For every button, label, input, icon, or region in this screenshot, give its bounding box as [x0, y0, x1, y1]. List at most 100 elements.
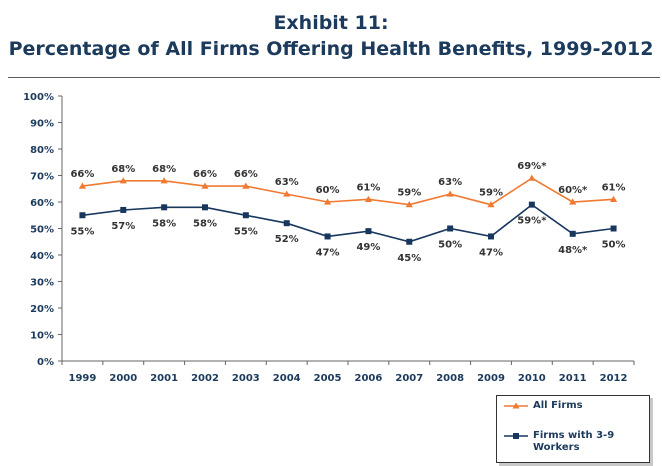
chart-title: Exhibit 11: [273, 12, 389, 34]
data-point [487, 201, 495, 208]
y-tick-label: 0% [37, 357, 54, 368]
data-point [447, 225, 454, 232]
data-point [528, 174, 536, 181]
data-label: 69%* [517, 161, 547, 172]
x-tick-label: 2008 [436, 373, 464, 384]
x-tick-label: 2003 [232, 373, 260, 384]
data-point [161, 204, 168, 211]
data-point [242, 182, 250, 189]
x-axis-tick-labels: 1999 2000 2001 2002 2003 2004 2005 2006 2007 2008… [69, 373, 628, 384]
data-point [365, 228, 372, 235]
legend-item-firms-3-9-workers: Firms with 3-9 Workers [503, 430, 633, 454]
y-tick-label: 50% [30, 225, 54, 236]
y-tick-label: 80% [30, 145, 54, 156]
data-point [446, 190, 454, 197]
data-point [609, 195, 618, 202]
x-tick-label: 2001 [150, 373, 178, 384]
x-tick-label: 2006 [355, 373, 383, 384]
data-label: 45% [397, 253, 421, 264]
data-point [488, 233, 494, 240]
data-point [364, 195, 373, 202]
data-label: 59% [397, 188, 421, 199]
y-tick-label: 10% [30, 331, 54, 342]
data-point [283, 220, 290, 227]
series-firms-3-9-workers [79, 201, 617, 245]
data-label: 50% [602, 240, 626, 251]
x-tick-label: 2005 [314, 373, 342, 384]
series-all-firms [78, 174, 618, 208]
data-point [569, 230, 576, 237]
data-point [160, 177, 168, 184]
x-tick-label: 2010 [518, 373, 546, 384]
data-label: 47% [479, 247, 503, 258]
data-point [323, 198, 332, 205]
data-point [610, 225, 617, 232]
data-point [569, 198, 577, 205]
data-label: 63% [275, 177, 299, 188]
y-axis-tick-labels: 0% 10% 20% 30% 40% 50% 60% 70% 80% 90% 100% [23, 92, 54, 368]
data-point [79, 212, 86, 219]
legend-swatch-firms-3-9-workers [504, 433, 528, 439]
data-label: 48%* [558, 245, 588, 256]
y-tick-label: 100% [23, 92, 54, 103]
legend: All Firms Firms with 3-9 Workers [496, 395, 650, 463]
y-tick-label: 30% [30, 278, 54, 289]
data-label: 59% [479, 188, 503, 199]
x-tick-label: 2004 [273, 373, 301, 384]
series-layer [78, 174, 618, 245]
legend-item-all-firms: All Firms [503, 400, 633, 412]
data-label: 49% [356, 242, 380, 253]
data-label: 58% [193, 218, 217, 229]
data-label: 57% [111, 221, 135, 232]
data-label: 66% [234, 169, 258, 180]
data-label: 63% [438, 177, 462, 188]
legend-label-firms-3-9-workers: Firms with 3-9 Workers [533, 430, 615, 453]
data-point [119, 177, 127, 184]
data-point [201, 182, 209, 189]
series-line [82, 203, 614, 243]
data-point [283, 190, 291, 197]
data-label: 60% [316, 185, 340, 196]
x-tick-label: 2000 [109, 373, 137, 384]
y-tick-label: 60% [30, 198, 54, 209]
data-label: 58% [152, 218, 176, 229]
data-label: 55% [234, 226, 258, 237]
data-label-layer: 66% 68% 68% 66% 66% 63% 60% 61% 59% 63% 59% 69%* 60%… [70, 161, 625, 264]
chart-subtitle: Percentage of All Firms Offering Health … [8, 38, 654, 60]
y-tick-label: 20% [30, 304, 54, 315]
title-divider [8, 77, 660, 78]
data-label: 66% [193, 169, 217, 180]
data-point [405, 201, 413, 208]
data-label: 52% [275, 234, 299, 245]
x-tick-label: 2007 [395, 373, 423, 384]
y-tick-label: 40% [30, 251, 54, 262]
legend-label-all-firms: All Firms [533, 400, 583, 411]
series-line [82, 177, 614, 206]
data-label: 61% [356, 182, 380, 193]
data-label: 68% [111, 164, 135, 175]
x-tick-label: 2009 [477, 373, 505, 384]
data-label: 60%* [558, 185, 588, 196]
data-point [242, 212, 249, 219]
chart-axes [58, 95, 635, 365]
data-label: 68% [152, 164, 176, 175]
data-label: 55% [70, 226, 94, 237]
y-tick-label: 70% [30, 172, 54, 183]
x-tick-label: 2012 [600, 373, 628, 384]
legend-swatch-all-firms [504, 402, 528, 409]
data-point [324, 233, 331, 240]
data-point [78, 182, 87, 189]
data-label: 59%* [517, 216, 547, 227]
data-label: 50% [438, 240, 462, 251]
data-label: 47% [316, 247, 340, 258]
x-tick-label: 2011 [559, 373, 587, 384]
data-label: 61% [602, 182, 626, 193]
x-tick-label: 1999 [69, 373, 97, 384]
data-point [120, 206, 127, 213]
data-label: 66% [70, 169, 94, 180]
data-point [406, 238, 413, 245]
data-point [528, 201, 535, 208]
data-point [202, 204, 208, 211]
